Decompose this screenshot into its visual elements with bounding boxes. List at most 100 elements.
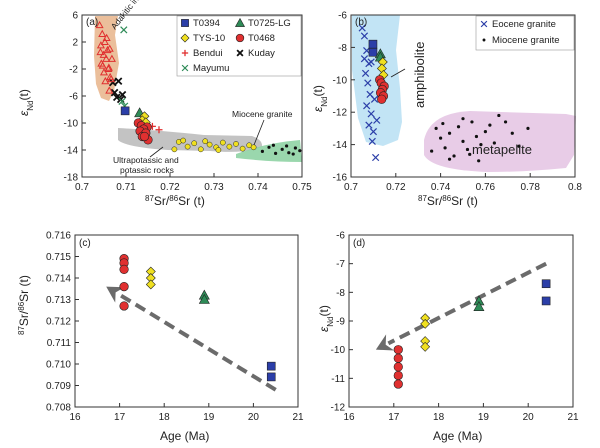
point-t0468	[393, 362, 403, 372]
point-miocene-granite	[456, 125, 461, 129]
legend-label-t0468: T0468	[248, 33, 275, 44]
legend-symbol	[180, 33, 190, 43]
point-miocene-granite	[298, 149, 302, 153]
legend-label-tys10: TYS-10	[193, 33, 225, 44]
y-tick-label: 0.710	[46, 360, 71, 371]
point-ultrapotassic-and-potassic-rocks	[180, 137, 187, 144]
legend-marker-miocene-granite	[482, 38, 486, 42]
point-ultrapotassic-and-potassic-rocks	[219, 139, 226, 146]
point-miocene-granite	[526, 126, 530, 130]
x-axis-label-a: 87Sr/86Sr (t)	[145, 194, 205, 209]
point-ultrapotassic-and-potassic-rocks	[226, 143, 233, 150]
point-adakitic-intrusives	[104, 64, 113, 73]
tick-layer-b: 0.7 0.72 0.74 0.76 0.78 0.8 -6 -8 -10 -12 -14 -16	[333, 11, 583, 194]
x-axis-label-c: Age (Ma)	[160, 429, 209, 443]
point-adakitic-intrusives	[100, 37, 109, 46]
point-ultrapotassic-and-potassic-rocks	[197, 146, 204, 153]
point-t0394	[541, 279, 551, 289]
point-t0394	[266, 372, 276, 382]
x-tick-label: 17	[388, 412, 400, 423]
point-miocene-granite	[287, 151, 291, 155]
y-tick-label: 0.713	[46, 295, 71, 306]
point-kuday	[114, 77, 123, 85]
x-tick-label: 16	[343, 412, 355, 423]
point-bendui	[155, 126, 163, 134]
x-tick-label: 18	[159, 412, 171, 423]
point-eocene-granite	[372, 153, 380, 162]
y-tick-label: -12	[333, 108, 348, 119]
x-tick-label: 16	[69, 412, 81, 423]
point-eocene-granite	[367, 58, 375, 66]
point-miocene-granite	[293, 146, 297, 150]
point-ultrapotassic-and-potassic-rocks	[215, 147, 222, 153]
y-tick-label: 0.715	[46, 252, 71, 263]
point-tys-10	[145, 279, 156, 290]
y-tick-label: -2	[69, 65, 78, 76]
panel-label-b: (b)	[355, 17, 367, 28]
point-miocene-granite	[479, 143, 483, 147]
y-axis-label-b: εNd(t)	[311, 85, 329, 112]
x-tick-label: 0.7	[75, 182, 89, 193]
annotation-ultrapotassic-1: Ultrapotassic and	[113, 155, 179, 165]
y-tick-label: 0.711	[47, 338, 72, 349]
y-tick-label: 0.709	[46, 381, 71, 392]
point-t0394	[541, 296, 551, 306]
x-tick-label: 21	[292, 412, 304, 423]
legend-marker-mayumu	[181, 64, 189, 72]
x-tick-label: 0.73	[204, 182, 224, 193]
plot-frame-d	[348, 234, 574, 408]
point-t0394	[368, 39, 378, 49]
y-tick-label: -8	[338, 43, 347, 54]
point-ultrapotassic-and-potassic-rocks	[239, 145, 246, 152]
point-miocene-granite	[452, 154, 456, 158]
legend-marker-t0468	[235, 33, 245, 43]
point-eocene-granite	[363, 102, 371, 110]
point-t0725-lg	[473, 301, 485, 311]
x-tick-label: 0.72	[386, 182, 406, 193]
point-eocene-granite	[368, 137, 376, 145]
x-tick-label: 20	[248, 412, 260, 423]
point-miocene-granite	[461, 139, 465, 143]
point-adakitic-intrusives	[98, 29, 107, 37]
x-axis-label-b: 87Sr/86Sr (t)	[418, 194, 478, 209]
point-miocene-granite	[274, 151, 278, 155]
point-t0468	[119, 282, 129, 292]
y-axis-label-c: 87Sr/86Sr (t)	[17, 275, 32, 335]
x-tick-label: 0.76	[476, 182, 496, 193]
legend-label-t0725: T0725-LG	[248, 18, 291, 29]
legend-marker-eocene-granite	[480, 20, 488, 28]
y-tick-label: -9	[336, 317, 345, 328]
point-adakitic-intrusives	[105, 44, 114, 52]
point-miocene-granite	[497, 113, 501, 118]
point-t0468	[139, 131, 150, 142]
point-t0468	[393, 345, 403, 355]
x-tick-label: 0.72	[160, 182, 180, 193]
trend-arrow-d	[387, 261, 548, 346]
point-mayumu	[118, 97, 126, 106]
plot-frame-c	[74, 234, 299, 408]
point-eocene-granite	[361, 69, 370, 77]
point-kuday	[112, 93, 121, 102]
point-t0468	[393, 379, 403, 389]
y-tick-label: -14	[333, 140, 348, 151]
point-miocene-granite	[468, 152, 472, 156]
region-metapelite	[424, 111, 576, 172]
y-tick-label: -11	[331, 374, 345, 385]
trend-arrowhead-c	[106, 286, 125, 303]
x-tick-label: 21	[567, 412, 579, 423]
trend-arrowhead-d	[375, 334, 395, 351]
y-tick-label: 0.712	[46, 317, 71, 328]
point-t0468	[393, 353, 403, 363]
point-adakitic-intrusives	[101, 76, 110, 85]
point-t0468	[393, 370, 403, 381]
point-tys-10	[420, 318, 431, 329]
annotation-amphibolite: amphibolite	[412, 42, 427, 109]
legend-label-eocene-granite: Eocene granite	[492, 19, 556, 30]
y-tick-label: 0.716	[46, 231, 71, 242]
legend-symbol	[480, 20, 488, 28]
point-eocene-granite	[373, 116, 381, 124]
point-miocene-granite	[285, 144, 289, 148]
y-tick-label: 0.714	[46, 274, 71, 285]
y-axis-label-d: εNd(t)	[317, 305, 335, 332]
point-eocene-granite	[369, 128, 378, 136]
